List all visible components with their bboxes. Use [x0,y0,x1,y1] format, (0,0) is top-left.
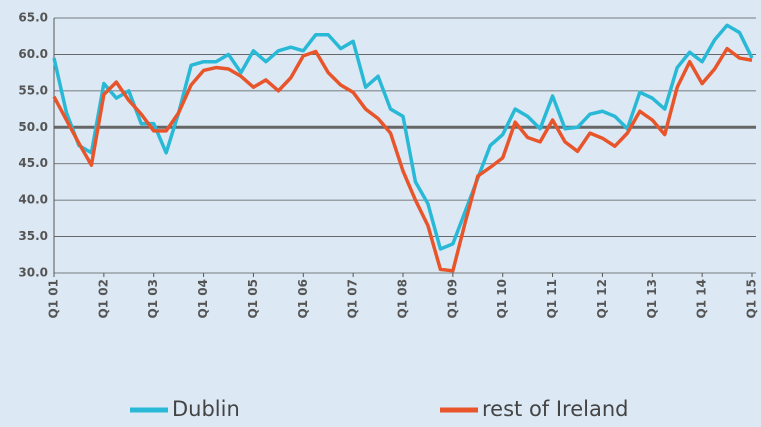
x-tick-label: Q1 04 [196,279,210,318]
series-line [52,46,753,273]
x-tick-label: Q1 05 [246,279,260,318]
x-tick-label: Q1 06 [296,279,310,318]
legend-label: Dublin [172,397,240,421]
x-tick-label: Q1 08 [396,279,410,318]
x-tick-label: Q1 01 [47,279,61,318]
y-tick-label: 45.0 [18,156,48,170]
x-tick-label: Q1 07 [346,279,360,318]
x-tick-label: Q1 14 [695,279,709,318]
y-tick-label: 50.0 [18,120,48,134]
x-tick-label: Q1 10 [495,279,509,318]
y-tick-label: 30.0 [18,266,48,280]
x-tick-label: Q1 09 [445,279,459,318]
x-tick-label: Q1 03 [146,279,160,318]
y-tick-label: 35.0 [18,229,48,243]
y-tick-label: 65.0 [18,11,48,25]
x-tick-label: Q1 15 [745,279,759,318]
y-tick-label: 60.0 [18,47,48,61]
y-tick-label: 40.0 [18,193,48,207]
series-line [52,23,754,251]
x-tick-label: Q1 13 [645,279,659,318]
x-tick-label: Q1 02 [96,279,110,318]
x-tick-label: Q1 12 [595,279,609,318]
x-tick-label: Q1 11 [545,279,559,318]
legend-label: rest of Ireland [482,397,629,421]
y-tick-label: 55.0 [18,83,48,97]
